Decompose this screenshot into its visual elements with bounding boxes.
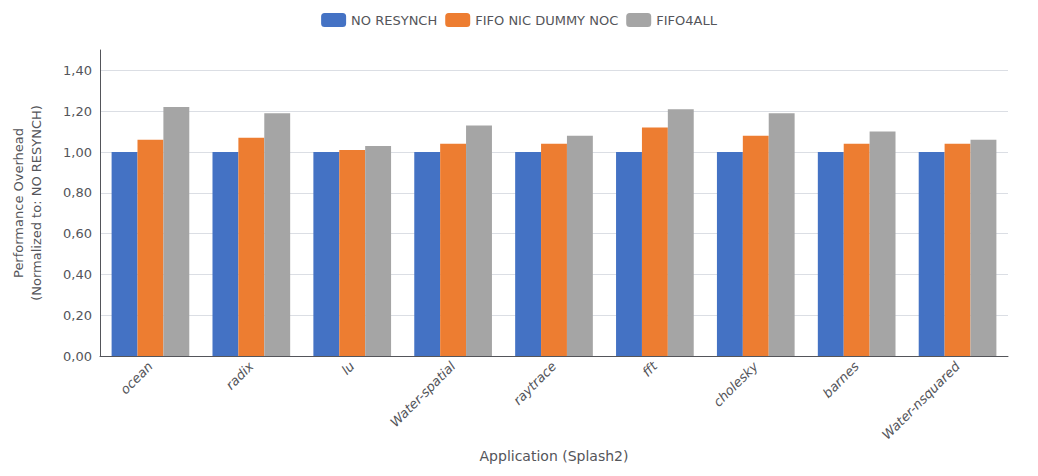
svg-text:cholesky: cholesky [710,358,761,409]
svg-text:Water-nsquared: Water-nsquared [879,358,963,442]
svg-text:0,60: 0,60 [63,226,92,241]
svg-text:NO RESYNCH: NO RESYNCH [351,13,437,28]
svg-text:raytrace: raytrace [510,359,559,408]
svg-text:FIFO4ALL: FIFO4ALL [656,13,717,28]
svg-text:0,20: 0,20 [63,308,92,323]
svg-text:(Normalized to: NO RESYNCH): (Normalized to: NO RESYNCH) [29,105,44,301]
svg-text:radix: radix [223,358,257,392]
svg-text:1,00: 1,00 [63,145,92,160]
svg-text:Application (Splash2): Application (Splash2) [480,448,629,464]
svg-text:barnes: barnes [820,359,862,401]
svg-text:0,00: 0,00 [63,349,92,364]
svg-text:lu: lu [339,359,358,378]
svg-text:0,40: 0,40 [63,267,92,282]
svg-text:1,20: 1,20 [63,104,92,119]
svg-text:ocean: ocean [117,359,155,397]
svg-text:Water-spatial: Water-spatial [387,358,458,429]
svg-text:1,40: 1,40 [63,63,92,78]
svg-text:0,80: 0,80 [63,185,92,200]
svg-text:fft: fft [639,358,660,379]
svg-text:FIFO NIC DUMMY NOC: FIFO NIC DUMMY NOC [475,13,618,28]
svg-text:Performance Overhead: Performance Overhead [11,128,26,278]
